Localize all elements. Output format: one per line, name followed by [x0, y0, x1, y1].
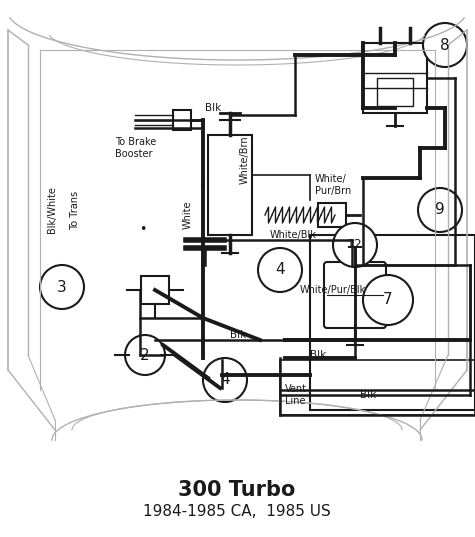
Text: 2: 2 — [140, 347, 150, 362]
Text: Blk: Blk — [205, 103, 221, 113]
Bar — [208, 135, 252, 235]
Circle shape — [423, 23, 467, 67]
Text: •: • — [139, 223, 147, 236]
Circle shape — [418, 188, 462, 232]
Text: 1984-1985 CA,  1985 US: 1984-1985 CA, 1985 US — [143, 504, 331, 519]
Text: Blk/White: Blk/White — [47, 186, 57, 234]
Bar — [141, 276, 169, 304]
Bar — [318, 203, 346, 227]
Circle shape — [203, 358, 247, 402]
Bar — [363, 43, 427, 113]
Text: Blk: Blk — [360, 390, 376, 400]
Text: 4: 4 — [275, 263, 285, 278]
Text: White/Blk: White/Blk — [270, 230, 317, 240]
Circle shape — [258, 248, 302, 292]
Text: 300 Turbo: 300 Turbo — [178, 480, 295, 500]
Circle shape — [125, 335, 165, 375]
Text: White/
Pur/Brn: White/ Pur/Brn — [315, 174, 351, 196]
Circle shape — [363, 275, 413, 325]
Bar — [377, 78, 413, 106]
Text: White: White — [183, 201, 193, 229]
Text: 9: 9 — [435, 202, 445, 217]
Text: 8: 8 — [440, 38, 450, 53]
Text: White/Pur/Blk: White/Pur/Blk — [300, 285, 366, 295]
Circle shape — [40, 265, 84, 309]
Text: To Trans: To Trans — [70, 191, 80, 229]
Text: 3: 3 — [57, 279, 67, 294]
Text: Vent
Line: Vent Line — [285, 384, 307, 406]
Text: 4: 4 — [220, 373, 230, 388]
Circle shape — [333, 223, 377, 267]
Bar — [173, 110, 191, 130]
Text: To Brake
Booster: To Brake Booster — [115, 137, 156, 159]
Text: 12: 12 — [347, 238, 363, 251]
Text: White/Brn: White/Brn — [240, 136, 250, 184]
Text: Blk: Blk — [230, 330, 246, 340]
Bar — [310, 235, 475, 410]
Text: Blk: Blk — [310, 350, 326, 360]
Bar — [280, 360, 475, 415]
Text: 7: 7 — [383, 293, 393, 308]
